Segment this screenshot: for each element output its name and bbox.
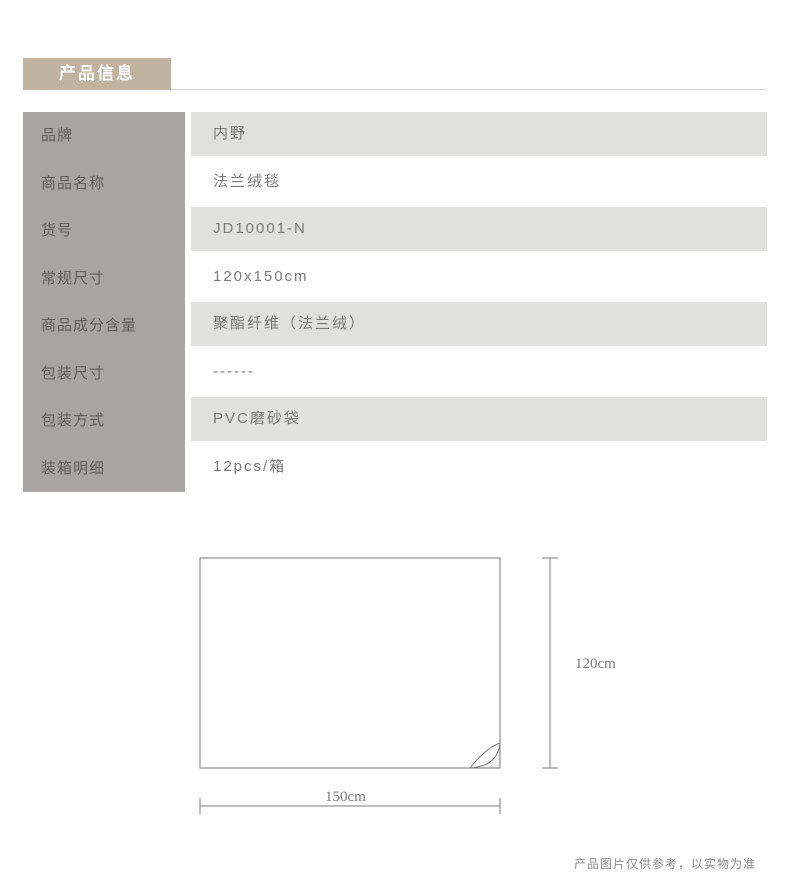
spec-label: 包装方式 bbox=[23, 397, 185, 445]
spec-label: 商品名称 bbox=[23, 160, 185, 208]
blanket-dimension-svg: 120cm 150cm bbox=[180, 548, 700, 838]
spec-label: 包装尺寸 bbox=[23, 350, 185, 398]
spec-label: 常规尺寸 bbox=[23, 255, 185, 303]
spec-value: 聚酯纤维（法兰绒） bbox=[191, 302, 767, 346]
spec-value: ------ bbox=[191, 350, 767, 394]
spec-value: JD10001-N bbox=[191, 207, 767, 251]
height-label: 120cm bbox=[575, 656, 616, 672]
spec-value: PVC磨砂袋 bbox=[191, 397, 767, 441]
spec-label: 货号 bbox=[23, 207, 185, 255]
spec-label: 商品成分含量 bbox=[23, 302, 185, 350]
spec-value-column: 内野 法兰绒毯 JD10001-N 120x150cm 聚酯纤维（法兰绒） --… bbox=[191, 112, 767, 492]
dimension-diagram: 120cm 150cm bbox=[180, 548, 700, 838]
spec-value: 12pcs/箱 bbox=[191, 445, 767, 489]
spec-value: 法兰绒毯 bbox=[191, 160, 767, 204]
width-label: 150cm bbox=[325, 789, 366, 805]
disclaimer-text: 产品图片仅供参考，以实物为准 bbox=[574, 855, 756, 872]
spec-label: 装箱明细 bbox=[23, 445, 185, 493]
spec-value: 120x150cm bbox=[191, 255, 767, 299]
section-title-tab: 产品信息 bbox=[23, 58, 171, 90]
spec-value: 内野 bbox=[191, 112, 767, 156]
spec-label-column: 品牌 商品名称 货号 常规尺寸 商品成分含量 包装尺寸 包装方式 装箱明细 bbox=[23, 112, 185, 492]
spec-label: 品牌 bbox=[23, 112, 185, 160]
